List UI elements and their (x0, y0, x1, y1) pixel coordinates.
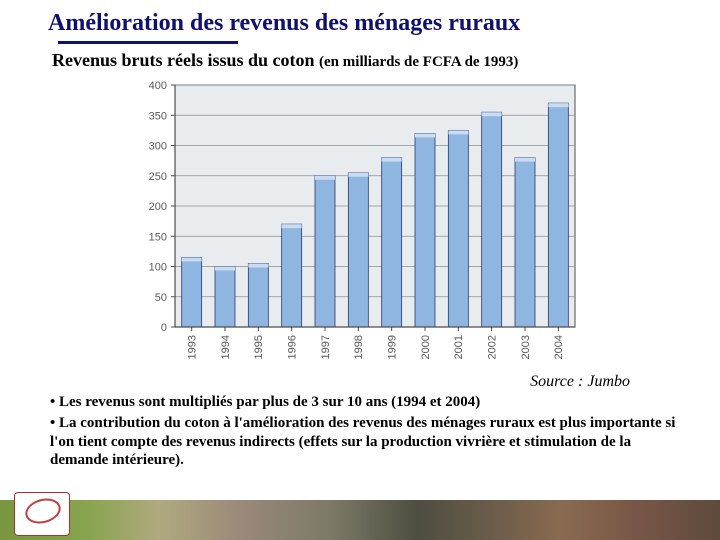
svg-text:2003: 2003 (520, 335, 532, 359)
slide-title: Amélioration des revenus des ménages rur… (48, 10, 690, 37)
svg-text:150: 150 (149, 231, 167, 243)
footer-photo-band (0, 500, 720, 540)
slide-subtitle: Revenus bruts réels issus du coton (en m… (52, 50, 690, 71)
footer-logo (14, 492, 70, 536)
bullet-list: • Les revenus sont multipliés par plus d… (50, 393, 680, 470)
title-underline (58, 41, 238, 44)
svg-text:2000: 2000 (420, 335, 432, 359)
chart-source: Source : Jumbo (30, 373, 630, 391)
svg-text:1997: 1997 (320, 335, 332, 359)
svg-text:1996: 1996 (287, 335, 299, 359)
svg-text:1993: 1993 (187, 335, 199, 359)
svg-text:1999: 1999 (387, 335, 399, 359)
svg-text:0: 0 (161, 322, 167, 334)
svg-text:2002: 2002 (487, 335, 499, 359)
svg-text:1995: 1995 (253, 335, 265, 359)
svg-text:50: 50 (155, 292, 167, 304)
svg-text:2001: 2001 (453, 335, 465, 359)
svg-text:300: 300 (149, 141, 167, 153)
svg-text:100: 100 (149, 262, 167, 274)
subtitle-paren: (en milliards de FCFA de 1993) (319, 54, 518, 70)
subtitle-main: Revenus bruts réels issus du coton (52, 50, 315, 70)
bullet-item: • La contribution du coton à l'améliorat… (50, 414, 680, 470)
svg-text:250: 250 (149, 171, 167, 183)
svg-text:400: 400 (149, 80, 167, 92)
svg-text:2004: 2004 (553, 335, 565, 359)
revenue-bar-chart: 0 50 100 150 200 250 300 350 400 1993 1994 1995 1996… (120, 73, 600, 373)
svg-text:1994: 1994 (220, 335, 232, 359)
svg-text:200: 200 (149, 201, 167, 213)
svg-text:1998: 1998 (353, 335, 365, 359)
bullet-item: • Les revenus sont multipliés par plus d… (50, 393, 680, 412)
chart-svg: 0 50 100 150 200 250 300 350 400 1993 1994 1995 1996… (120, 73, 600, 373)
svg-text:350: 350 (149, 110, 167, 122)
